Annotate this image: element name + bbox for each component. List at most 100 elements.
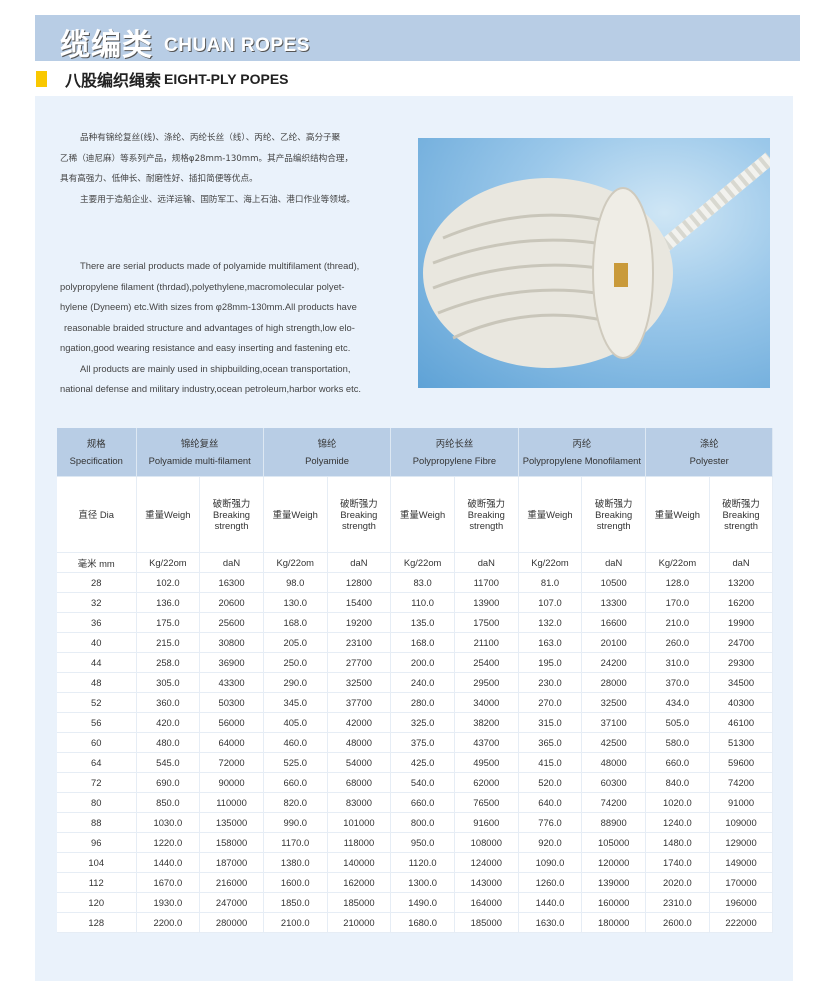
table-row: 88 1030.0 135000 990.0 101000 800.0 91600 776.0…: [57, 812, 774, 833]
weight-cell: 1300.0: [390, 872, 455, 893]
strength-cell: 76500: [454, 792, 519, 813]
strength-cell: 38200: [454, 712, 519, 733]
strength-cell: 60300: [581, 772, 647, 793]
strength-header: 破断强力 Breaking strength: [581, 476, 647, 553]
strength-cell: 180000: [581, 912, 647, 933]
strength-cell: 49500: [454, 752, 519, 773]
strength-cell: 129000: [709, 832, 774, 853]
weight-header: 重量Weigh: [263, 476, 328, 553]
strength-label: Breaking: [722, 509, 760, 520]
strength-cell: 27700: [327, 652, 392, 673]
strength-cell: 37700: [327, 692, 392, 713]
strength-cell: 185000: [327, 892, 392, 913]
weight-cell: 520.0: [518, 772, 583, 793]
strength-cell: 43700: [454, 732, 519, 753]
strength-cell: 135000: [199, 812, 264, 833]
table-row: 120 1930.0 247000 1850.0 185000 1490.0 164000 1…: [57, 892, 774, 913]
weight-cell: 405.0: [263, 712, 328, 733]
weight-cell: 250.0: [263, 652, 328, 673]
strength-cell: 247000: [199, 892, 264, 913]
strength-cell: 10500: [581, 572, 647, 593]
material-name-en: Polypropylene Monofilament: [522, 455, 641, 466]
strength-cell: 25400: [454, 652, 519, 673]
strength-cell: 68000: [327, 772, 392, 793]
weight-cell: 240.0: [390, 672, 455, 693]
weight-cell: 168.0: [263, 612, 328, 633]
weight-cell: 135.0: [390, 612, 455, 633]
strength-label: strength: [341, 520, 376, 531]
diameter-cell: 60: [57, 732, 137, 753]
weight-cell: 2600.0: [645, 912, 710, 933]
description-line: 具有高强力、低伸长、耐磨性好、插扣简便等优点。: [60, 174, 258, 184]
dia-unit: 毫米 mm: [57, 552, 137, 573]
diameter-cell: 48: [57, 672, 137, 693]
strength-cell: 43300: [199, 672, 264, 693]
strength-cell: 210000: [327, 912, 392, 933]
spec-header: 规格 Specification: [57, 428, 137, 477]
diameter-cell: 120: [57, 892, 137, 913]
weight-cell: 370.0: [645, 672, 710, 693]
strength-cell: 24700: [709, 632, 774, 653]
specification-table: 规格 Specification 锦纶复丝 Polyamide multi-fila…: [57, 428, 774, 933]
weight-cell: 990.0: [263, 812, 328, 833]
table-row: 36 175.0 25600 168.0 19200 135.0 17500 132.0 166…: [57, 612, 774, 633]
weight-cell: 415.0: [518, 752, 583, 773]
material-header: 锦纶 Polyamide: [263, 428, 392, 477]
strength-cell: 118000: [327, 832, 392, 853]
weight-cell: 434.0: [645, 692, 710, 713]
strength-unit: daN: [454, 552, 519, 573]
material-name-en: Polyamide multi-filament: [148, 455, 251, 466]
category-title-cn: 缆编类: [60, 28, 153, 63]
table-row: 64 545.0 72000 525.0 54000 425.0 49500 415.0 480…: [57, 752, 774, 773]
weight-cell: 83.0: [390, 572, 455, 593]
strength-label: Breaking: [467, 509, 505, 520]
strength-cell: 28000: [581, 672, 647, 693]
weight-cell: 1670.0: [136, 872, 201, 893]
material-header: 锦纶复丝 Polyamide multi-filament: [136, 428, 264, 477]
strength-cell: 110000: [199, 792, 264, 813]
strength-cell: 54000: [327, 752, 392, 773]
strength-label: 破断强力: [340, 498, 378, 509]
description-line: 乙稀（迪尼麻）等系列产品，规格φ28mm-130mm。其产品编织结构合理，: [60, 153, 354, 164]
material-name-en: Polyamide: [305, 455, 349, 466]
table-row: 72 690.0 90000 660.0 68000 540.0 62000 520.0 603…: [57, 772, 774, 793]
strength-cell: 48000: [327, 732, 392, 753]
table-row: 56 420.0 56000 405.0 42000 325.0 38200 315.0 371…: [57, 712, 774, 733]
weight-cell: 128.0: [645, 572, 710, 593]
material-name-cn: 锦纶: [317, 438, 337, 449]
diameter-cell: 36: [57, 612, 137, 633]
strength-cell: 40300: [709, 692, 774, 713]
weight-cell: 660.0: [263, 772, 328, 793]
weight-cell: 258.0: [136, 652, 201, 673]
strength-cell: 222000: [709, 912, 774, 933]
weight-cell: 365.0: [518, 732, 583, 753]
section-marker-icon: [36, 71, 47, 87]
weight-unit: Kg/22om: [518, 552, 583, 573]
strength-cell: 11700: [454, 572, 519, 593]
weight-cell: 505.0: [645, 712, 710, 733]
weight-cell: 315.0: [518, 712, 583, 733]
strength-unit: daN: [581, 552, 647, 573]
table-row: 32 136.0 20600 130.0 15400 110.0 13900 107.0 133…: [57, 592, 774, 613]
table-row: 40 215.0 30800 205.0 23100 168.0 21100 163.0 201…: [57, 632, 774, 653]
material-header: 涤纶 Polyester: [645, 428, 774, 477]
table-row: 52 360.0 50300 345.0 37700 280.0 34000 270.0 325…: [57, 692, 774, 713]
weight-cell: 260.0: [645, 632, 710, 653]
description-en: There are serial products made of polyam…: [60, 256, 410, 400]
description-line: All products are mainly used in shipbuil…: [80, 362, 351, 374]
weight-cell: 2200.0: [136, 912, 201, 933]
weight-cell: 102.0: [136, 572, 201, 593]
strength-label: strength: [724, 520, 758, 531]
weight-cell: 168.0: [390, 632, 455, 653]
weight-cell: 2100.0: [263, 912, 328, 933]
strength-label: strength: [469, 520, 504, 531]
strength-cell: 164000: [454, 892, 519, 913]
strength-cell: 120000: [581, 852, 647, 873]
strength-cell: 140000: [327, 852, 392, 873]
weight-cell: 1090.0: [518, 852, 583, 873]
strength-cell: 29300: [709, 652, 774, 673]
weight-cell: 660.0: [390, 792, 455, 813]
weight-header: 重量Weigh: [645, 476, 710, 553]
section-title: 八股编织绳索 EIGHT-PLY POPES: [36, 70, 289, 90]
